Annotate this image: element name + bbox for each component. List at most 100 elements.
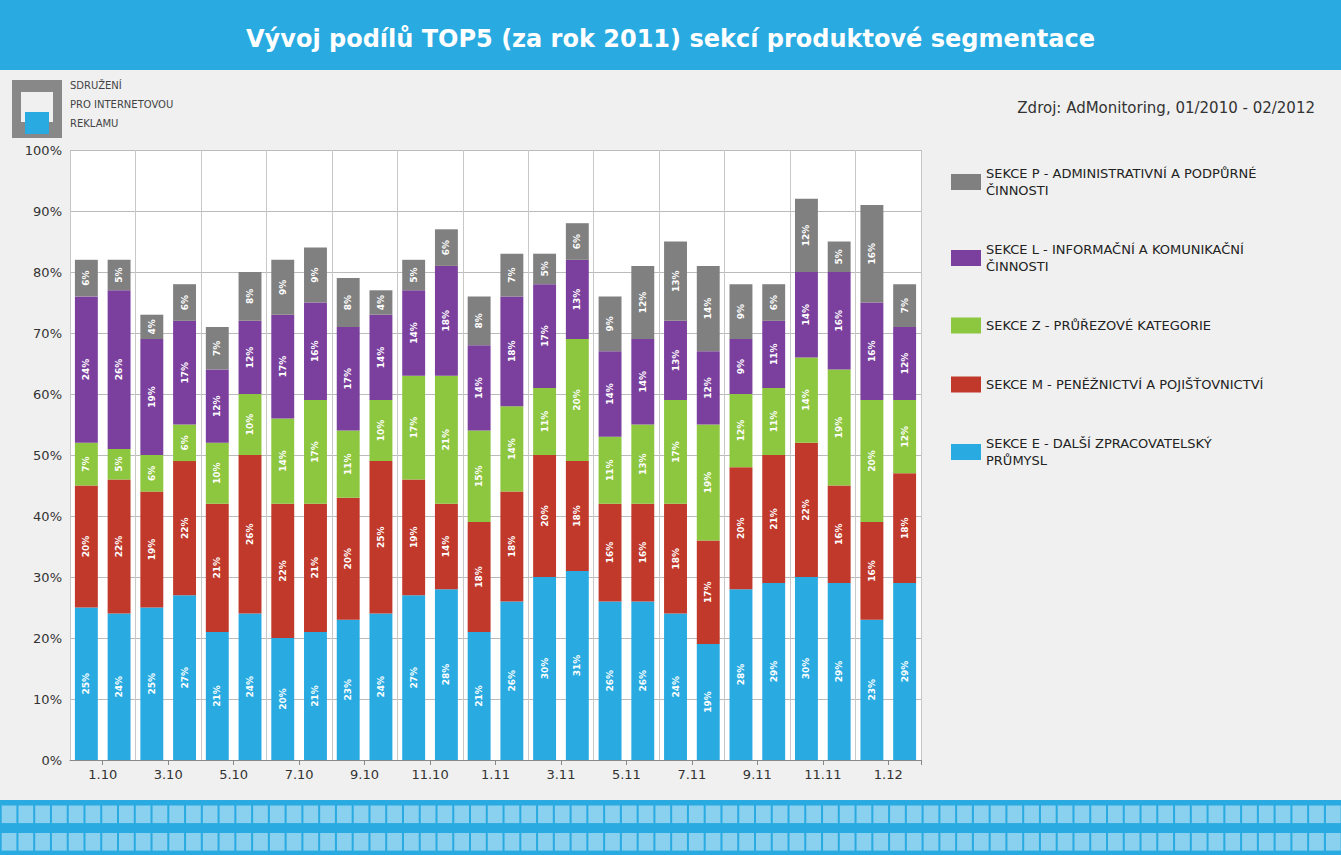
svg-text:18%: 18% — [507, 536, 517, 558]
svg-text:19%: 19% — [147, 539, 157, 561]
svg-text:16%: 16% — [867, 341, 877, 363]
svg-text:16%: 16% — [638, 542, 648, 564]
svg-text:100%: 100% — [25, 143, 62, 158]
svg-text:18%: 18% — [441, 310, 451, 332]
svg-text:15%: 15% — [474, 466, 484, 488]
svg-text:14%: 14% — [703, 298, 713, 320]
svg-text:19%: 19% — [147, 386, 157, 408]
svg-text:18%: 18% — [507, 341, 517, 363]
svg-text:27%: 27% — [180, 667, 190, 689]
svg-text:11%: 11% — [769, 344, 779, 366]
svg-text:26%: 26% — [507, 670, 517, 692]
svg-text:70%: 70% — [33, 326, 62, 341]
svg-text:7.11: 7.11 — [677, 767, 706, 782]
svg-text:25%: 25% — [376, 527, 386, 549]
svg-text:9.11: 9.11 — [743, 767, 772, 782]
svg-text:20%: 20% — [736, 517, 746, 539]
svg-text:16%: 16% — [310, 341, 320, 363]
svg-text:13%: 13% — [572, 289, 582, 311]
svg-text:23%: 23% — [867, 679, 877, 701]
svg-text:14%: 14% — [801, 389, 811, 411]
svg-text:6%: 6% — [572, 234, 582, 249]
svg-text:17%: 17% — [180, 362, 190, 384]
svg-text:14%: 14% — [605, 383, 615, 405]
svg-text:5.11: 5.11 — [612, 767, 641, 782]
svg-text:11%: 11% — [769, 411, 779, 433]
svg-text:7%: 7% — [507, 267, 517, 282]
svg-text:5.10: 5.10 — [219, 767, 248, 782]
svg-text:11.11: 11.11 — [804, 767, 841, 782]
svg-text:5%: 5% — [409, 267, 419, 282]
svg-text:27%: 27% — [409, 667, 419, 689]
svg-text:24%: 24% — [114, 676, 124, 698]
svg-text:21%: 21% — [769, 508, 779, 530]
svg-text:10%: 10% — [212, 463, 222, 485]
svg-text:6%: 6% — [81, 270, 91, 285]
svg-text:18%: 18% — [900, 517, 910, 539]
svg-text:30%: 30% — [540, 658, 550, 680]
svg-text:14%: 14% — [278, 450, 288, 472]
svg-text:28%: 28% — [736, 664, 746, 686]
svg-text:9%: 9% — [605, 316, 615, 331]
svg-text:7.10: 7.10 — [285, 767, 314, 782]
svg-text:14%: 14% — [441, 536, 451, 558]
svg-text:30%: 30% — [33, 570, 62, 585]
svg-text:14%: 14% — [376, 347, 386, 369]
svg-text:16%: 16% — [867, 560, 877, 582]
svg-text:20%: 20% — [867, 450, 877, 472]
svg-text:50%: 50% — [33, 448, 62, 463]
svg-text:6%: 6% — [769, 295, 779, 310]
svg-text:29%: 29% — [769, 661, 779, 683]
svg-text:22%: 22% — [180, 517, 190, 539]
svg-text:1.12: 1.12 — [874, 767, 903, 782]
svg-text:16%: 16% — [834, 310, 844, 332]
svg-text:19%: 19% — [703, 691, 713, 713]
svg-text:21%: 21% — [441, 429, 451, 451]
svg-text:90%: 90% — [33, 204, 62, 219]
svg-text:0%: 0% — [41, 753, 62, 768]
svg-text:18%: 18% — [671, 548, 681, 570]
svg-text:22%: 22% — [801, 499, 811, 521]
svg-text:21%: 21% — [310, 685, 320, 707]
svg-text:30%: 30% — [801, 658, 811, 680]
svg-text:16%: 16% — [834, 524, 844, 546]
svg-text:14%: 14% — [801, 304, 811, 326]
svg-text:7%: 7% — [212, 341, 222, 356]
svg-text:13%: 13% — [671, 270, 681, 292]
svg-text:22%: 22% — [278, 560, 288, 582]
svg-text:1.10: 1.10 — [88, 767, 117, 782]
svg-text:ČINNOSTI: ČINNOSTI — [986, 183, 1049, 198]
svg-text:21%: 21% — [310, 557, 320, 579]
svg-text:9%: 9% — [736, 359, 746, 374]
svg-text:SEKCE P - ADMINISTRATIVNÍ A PO: SEKCE P - ADMINISTRATIVNÍ A PODPŮRNÉ — [986, 166, 1256, 181]
svg-text:3.11: 3.11 — [546, 767, 575, 782]
svg-text:28%: 28% — [441, 664, 451, 686]
svg-text:21%: 21% — [212, 557, 222, 579]
svg-text:13%: 13% — [638, 453, 648, 475]
svg-text:8%: 8% — [474, 313, 484, 328]
svg-text:20%: 20% — [343, 548, 353, 570]
svg-text:20%: 20% — [540, 505, 550, 527]
svg-text:23%: 23% — [343, 679, 353, 701]
svg-text:26%: 26% — [114, 359, 124, 381]
svg-text:26%: 26% — [245, 524, 255, 546]
svg-text:29%: 29% — [834, 661, 844, 683]
svg-text:6%: 6% — [180, 295, 190, 310]
svg-text:20%: 20% — [278, 688, 288, 710]
svg-text:3.10: 3.10 — [154, 767, 183, 782]
svg-text:13%: 13% — [671, 350, 681, 372]
svg-text:12%: 12% — [212, 395, 222, 417]
svg-text:31%: 31% — [572, 655, 582, 677]
svg-text:9%: 9% — [736, 304, 746, 319]
svg-text:12%: 12% — [245, 347, 255, 369]
svg-text:11.10: 11.10 — [411, 767, 448, 782]
svg-text:19%: 19% — [703, 472, 713, 494]
svg-text:4%: 4% — [147, 319, 157, 334]
svg-text:20%: 20% — [81, 536, 91, 558]
svg-text:SEKCE M - PENĚŽNICTVÍ A POJIŠŤ: SEKCE M - PENĚŽNICTVÍ A POJIŠŤOVNICTVÍ — [986, 377, 1264, 392]
svg-text:25%: 25% — [147, 673, 157, 695]
svg-text:SDRUŽENÍ: SDRUŽENÍ — [70, 79, 122, 91]
svg-text:6%: 6% — [147, 466, 157, 481]
svg-text:24%: 24% — [81, 359, 91, 381]
svg-text:21%: 21% — [212, 685, 222, 707]
